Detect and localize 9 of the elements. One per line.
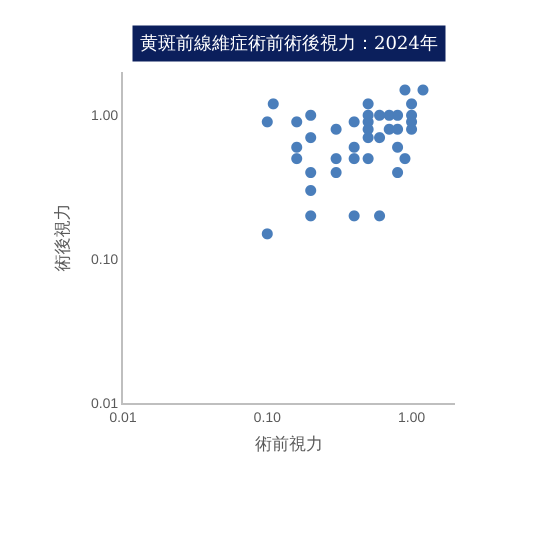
x-tick-label: 1.00	[398, 408, 426, 425]
y-tick-label: 0.01	[90, 394, 118, 411]
y-tick-label: 0.10	[90, 251, 118, 268]
y-axis-title: 術後視力	[53, 204, 73, 272]
x-axis-title: 術前視力	[255, 434, 323, 455]
x-tick-label: 0.01	[109, 408, 137, 425]
x-tick-label: 0.10	[254, 408, 282, 425]
chart-title: 黄斑前線維症術前術後視力：2024年	[140, 33, 438, 54]
y-tick-label: 1.00	[90, 107, 118, 124]
